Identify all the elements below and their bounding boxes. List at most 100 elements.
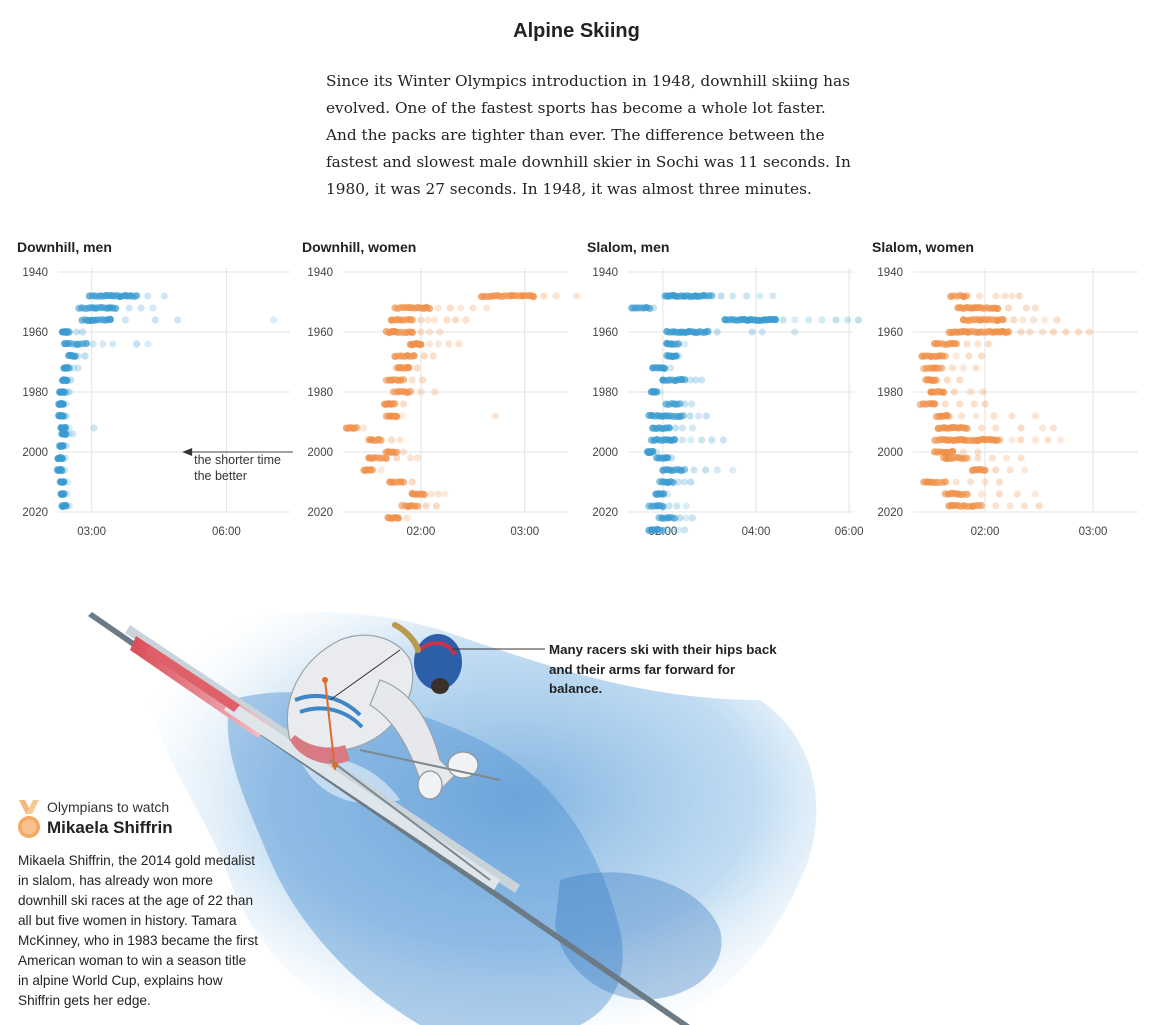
data-point (670, 436, 679, 444)
data-point (646, 304, 654, 313)
data-point (59, 400, 67, 408)
data-point-outlier (62, 400, 70, 408)
data-point-outlier (444, 340, 453, 348)
data-point (665, 424, 673, 432)
data-point (704, 327, 712, 336)
data-point-outlier (1010, 316, 1018, 324)
data-point (670, 514, 679, 522)
data-point-outlier (408, 376, 416, 384)
data-point-outlier (399, 400, 408, 408)
data-point-outlier (990, 412, 998, 420)
data-point-outlier (79, 328, 87, 336)
data-point (932, 376, 941, 384)
callout-line: balance. (549, 681, 603, 696)
data-point-outlier (1030, 316, 1038, 324)
data-point-outlier (976, 292, 984, 300)
data-point (393, 448, 401, 456)
y-tick-label: 1980 (877, 387, 903, 399)
data-point-outlier (758, 328, 766, 336)
data-point-outlier (1017, 328, 1025, 336)
data-point-outlier (109, 340, 117, 348)
data-point-outlier (174, 316, 182, 324)
data-point (663, 454, 672, 462)
data-point (62, 502, 70, 510)
data-point (60, 412, 68, 420)
data-point-outlier (63, 490, 71, 498)
data-point-outlier (65, 424, 73, 432)
y-tick-label: 1980 (307, 387, 333, 399)
data-point-outlier (540, 292, 548, 300)
data-point-outlier (457, 304, 465, 312)
page-title: Alpine Skiing (513, 20, 640, 42)
data-point-outlier (967, 478, 975, 486)
skier (286, 622, 501, 881)
data-point-outlier (979, 388, 987, 396)
data-point-outlier (967, 388, 975, 396)
data-point-outlier (413, 454, 422, 462)
data-point-outlier (1008, 436, 1016, 444)
data-point-outlier (61, 466, 69, 474)
data-point (938, 364, 946, 372)
data-point-outlier (1035, 502, 1043, 510)
data-point-outlier (681, 400, 689, 408)
data-point-outlier (949, 364, 957, 372)
intro-line: 1980, it was 27 seconds. In 1948, it was… (326, 180, 812, 198)
data-point-outlier (977, 352, 986, 360)
data-point-outlier (420, 352, 428, 360)
data-point-outlier (63, 388, 71, 396)
data-point-outlier (981, 400, 989, 408)
data-point-outlier (963, 340, 971, 348)
data-point-outlier (491, 412, 499, 420)
data-point-outlier (1008, 292, 1016, 300)
data-point (963, 454, 971, 462)
data-point-outlier (81, 352, 89, 360)
data-point (368, 466, 377, 474)
data-point-outlier (650, 304, 658, 312)
data-point (394, 514, 402, 522)
data-point-outlier (1031, 304, 1039, 312)
callout-line: and their arms far forward for (549, 661, 736, 677)
data-point (529, 292, 537, 301)
data-point (945, 412, 953, 420)
data-point (65, 328, 73, 336)
data-point-outlier (779, 316, 787, 324)
data-point-outlier (149, 304, 157, 312)
data-point (413, 502, 422, 510)
bio-line: all but five women in history. Tamara (18, 913, 237, 928)
chart-title-slalom-women: Slalom, women (872, 239, 974, 255)
data-point (660, 364, 669, 372)
x-tick-label: 06:00 (212, 526, 241, 538)
data-point-outlier (688, 514, 696, 522)
data-point-outlier (673, 502, 681, 510)
athlete-name: Mikaela Shiffrin (47, 818, 173, 837)
data-point-outlier (688, 400, 696, 408)
data-point (62, 430, 70, 438)
data-point-outlier (681, 478, 689, 486)
data-point (995, 436, 1004, 444)
data-point-outlier (1075, 328, 1083, 336)
x-tick-label: 02:00 (971, 526, 1000, 538)
data-point-outlier (713, 328, 721, 336)
data-point-outlier (393, 454, 401, 462)
callout-line: Many racers ski with their hips back (549, 642, 777, 657)
data-point-outlier (1008, 412, 1016, 420)
intro-line: Since its Winter Olympics introduction i… (326, 72, 850, 90)
data-point (399, 376, 408, 384)
bio-line: McKinney, who in 1983 became the first (18, 933, 259, 948)
data-point-outlier (90, 424, 98, 432)
data-point-outlier (977, 490, 986, 498)
data-point-outlier (425, 340, 434, 348)
y-tick-label: 1940 (22, 267, 48, 279)
bio-line: Shiffrin gets her edge. (18, 993, 151, 1008)
data-point-outlier (687, 436, 695, 444)
x-tick-label: 03:00 (1079, 526, 1108, 538)
data-point-outlier (682, 514, 690, 522)
y-tick-label: 2000 (877, 447, 903, 459)
y-tick-label: 1960 (307, 327, 333, 339)
data-point-outlier (690, 466, 698, 474)
data-point-outlier (992, 466, 1000, 474)
data-point-outlier (360, 424, 368, 432)
data-point-outlier (431, 316, 439, 324)
data-point-outlier (995, 478, 1004, 486)
data-point-outlier (417, 388, 425, 396)
